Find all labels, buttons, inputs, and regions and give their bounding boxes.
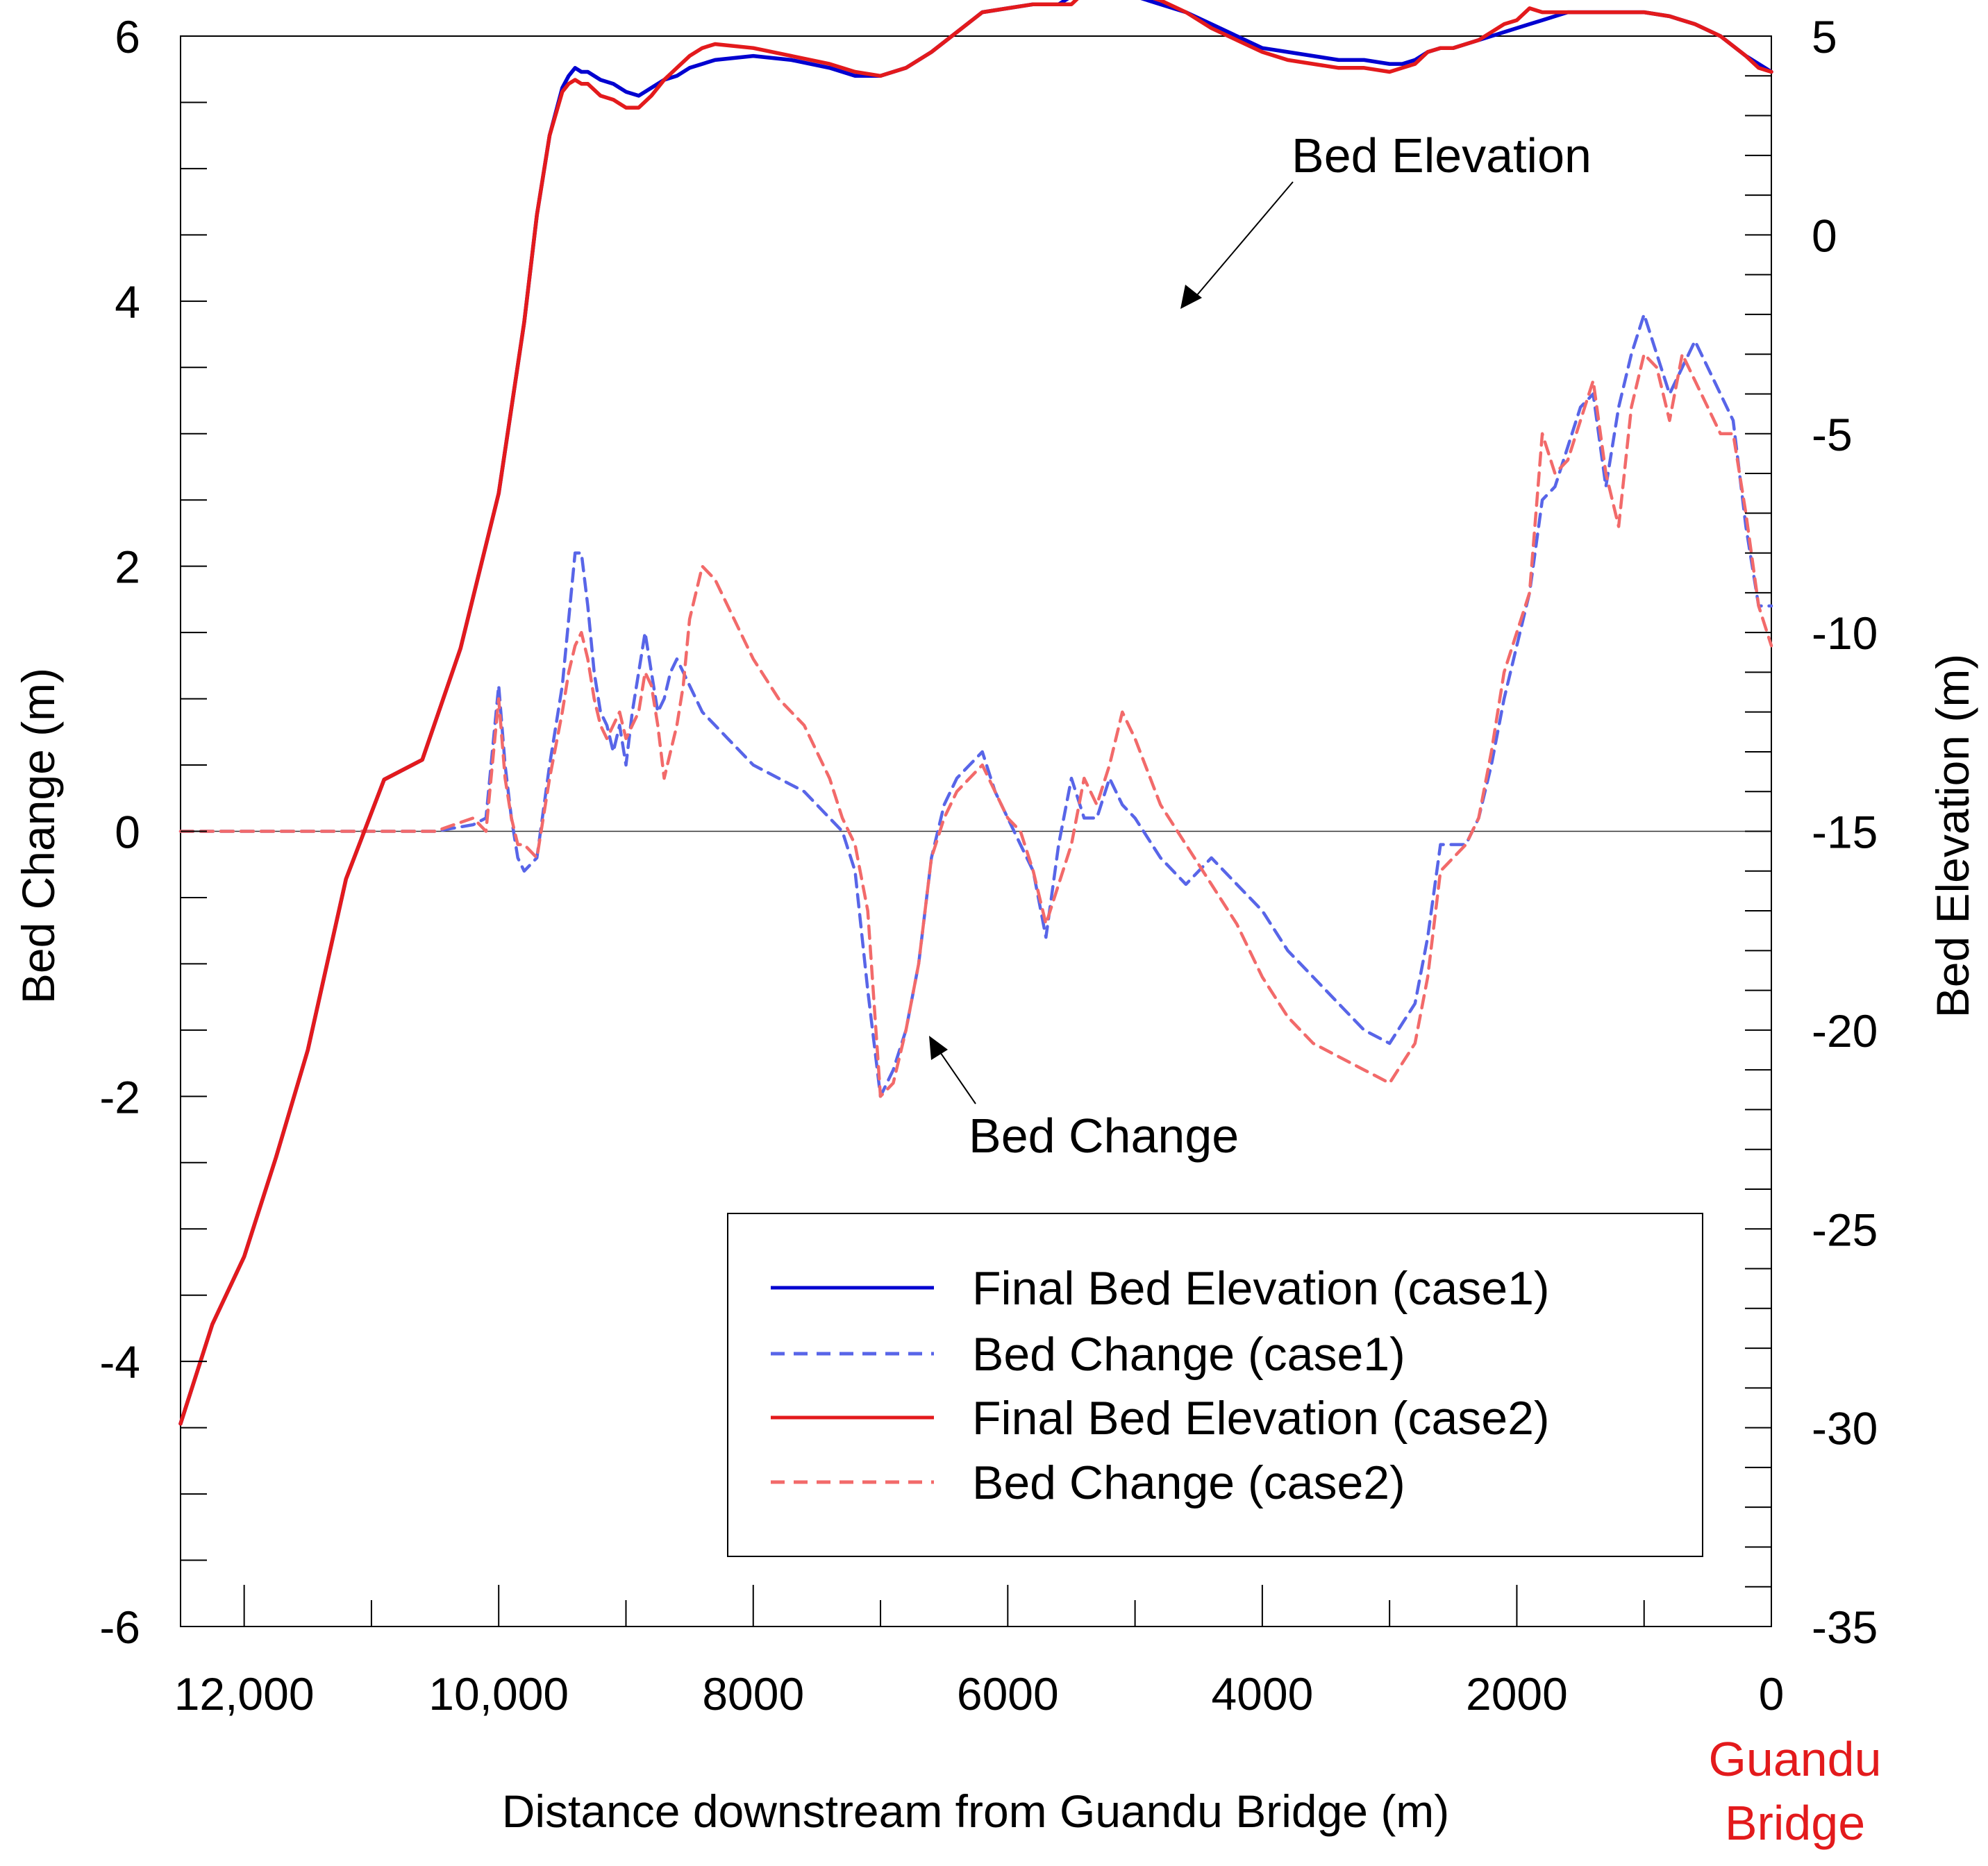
y-right-tick-label-7: -30	[1812, 1403, 1878, 1454]
legend-label-2: Final Bed Elevation (case2)	[972, 1392, 1550, 1445]
x-tick-label-4: 4000	[1211, 1668, 1313, 1720]
tick-layer: 12,000 10,000 8000 6000 4000 2000 0 6 4 2 0 -2 -4 -6 5…	[99, 11, 1878, 1720]
y-right-tick-label-0: 5	[1812, 11, 1837, 62]
x-tick-label-6: 0	[1759, 1668, 1785, 1720]
legend-label-0: Final Bed Elevation (case1)	[972, 1262, 1550, 1315]
bed-elevation-arrowhead	[1180, 285, 1202, 309]
bed-elevation-annotation-label: Bed Elevation	[1292, 128, 1592, 183]
bed-elevation-annotation: Bed Elevation	[1180, 128, 1592, 309]
x-axis-title: Distance downstream from Guandu Bridge (…	[502, 1785, 1450, 1837]
y-right-tick-label-2: -5	[1812, 409, 1853, 460]
series-line-final-bed-elevation-case1	[178, 0, 1773, 1426]
bed-change-arrow-line	[937, 1048, 976, 1104]
x-tick-label-2: 8000	[702, 1668, 804, 1720]
bridge-label-line1: Guandu	[1708, 1732, 1881, 1786]
y-left-tick-label-1: 4	[115, 276, 140, 328]
y-left-tick-label-0: 6	[115, 11, 140, 62]
y-right-tick-label-6: -25	[1812, 1204, 1878, 1255]
y-left-tick-label-4: -2	[99, 1071, 140, 1123]
bed-change-annotation: Bed Change	[929, 1036, 1239, 1163]
y-left-tick-label-5: -4	[99, 1336, 140, 1388]
y-left-tick-label-3: 0	[115, 807, 140, 858]
y-right-tick-label-3: -10	[1812, 607, 1878, 659]
x-tick-label-3: 6000	[957, 1668, 1059, 1720]
series-line-bed-change-case2	[178, 352, 1773, 1098]
x-tick-label-5: 2000	[1466, 1668, 1568, 1720]
legend-label-1: Bed Change (case1)	[972, 1328, 1405, 1381]
y-right-tick-label-5: -20	[1812, 1005, 1878, 1057]
y-right-tick-label-1: 0	[1812, 210, 1837, 261]
legend-box	[727, 1213, 1703, 1557]
series-line-bed-change-case1	[178, 312, 1773, 1098]
y-axis-left-title: Bed Change (m)	[12, 668, 64, 1004]
x-tick-label-1: 10,000	[428, 1668, 569, 1720]
y-axis-right-title: Bed Elevation (m)	[1927, 654, 1978, 1018]
y-left-tick-label-6: -6	[99, 1602, 140, 1653]
legend: Final Bed Elevation (case1) Bed Change (…	[727, 1213, 1703, 1557]
series-line-final-bed-elevation-case2	[178, 0, 1773, 1426]
y-right-tick-label-8: -35	[1812, 1602, 1878, 1653]
bed-change-arrowhead	[929, 1036, 948, 1060]
bed-change-annotation-label: Bed Change	[969, 1109, 1239, 1163]
y-left-tick-label-2: 2	[115, 541, 140, 593]
bridge-label-line2: Bridge	[1725, 1796, 1865, 1850]
bed-elevation-arrow-line	[1192, 181, 1294, 301]
y-right-tick-label-4: -15	[1812, 807, 1878, 858]
legend-label-3: Bed Change (case2)	[972, 1456, 1405, 1509]
series-layer	[178, 0, 1773, 1426]
x-tick-label-0: 12,000	[174, 1668, 315, 1720]
